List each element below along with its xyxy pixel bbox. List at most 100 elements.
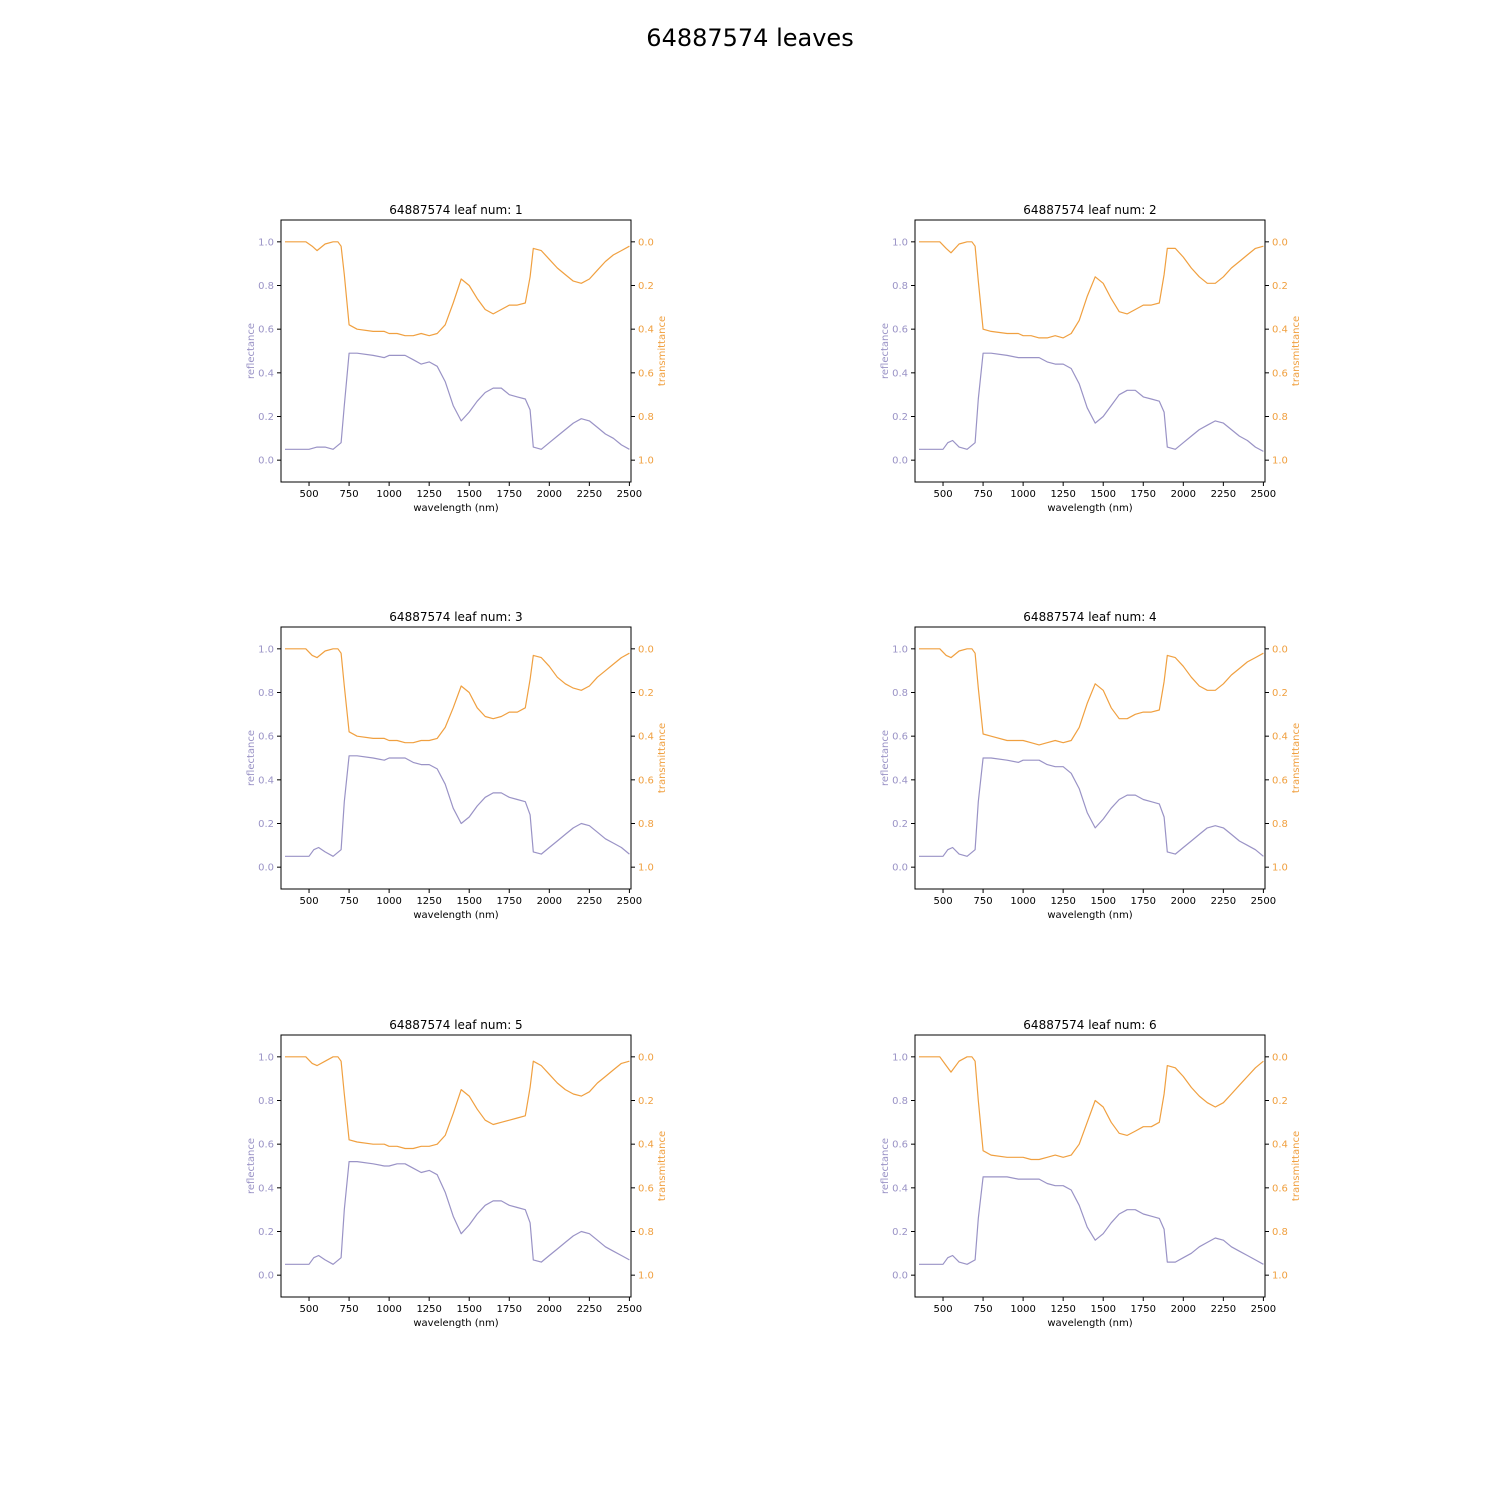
x-tick-label: 1250 bbox=[1050, 489, 1075, 500]
x-tick-label: 1750 bbox=[497, 896, 522, 907]
transmittance-line bbox=[285, 241, 630, 337]
y2-tick-label: 1.0 bbox=[1272, 456, 1288, 467]
x-tick-label: 750 bbox=[340, 896, 359, 907]
y2-tick-label: 0.6 bbox=[1272, 368, 1288, 379]
y2-tick-label: 0.4 bbox=[1272, 325, 1288, 336]
transmittance-line bbox=[285, 1056, 630, 1150]
y-tick-label: 0.8 bbox=[892, 688, 908, 699]
x-tick-label: 2000 bbox=[537, 1304, 562, 1315]
y-tick-label: 0.6 bbox=[892, 325, 908, 336]
subplot-1: 500 750 1000 1250 1500 1750 2000 2250 2500 0.0 0.2… bbox=[246, 203, 668, 514]
plot-frame bbox=[914, 1034, 1266, 1298]
y-tick-label: 0.2 bbox=[892, 1227, 908, 1238]
x-tick-label: 2500 bbox=[617, 489, 642, 500]
x-tick-label: 1000 bbox=[1010, 1304, 1035, 1315]
x-tick-label: 2500 bbox=[617, 1304, 642, 1315]
x-axis-label: wavelength (nm) bbox=[413, 503, 498, 514]
reflectance-line bbox=[285, 352, 630, 450]
y-tick-label: 1.0 bbox=[892, 1052, 908, 1063]
y2-tick-label: 1.0 bbox=[638, 456, 654, 467]
y-tick-label: 0.6 bbox=[892, 1140, 908, 1151]
y2-tick-label: 1.0 bbox=[1272, 1271, 1288, 1282]
x-tick-label: 2000 bbox=[537, 489, 562, 500]
y-tick-label: 0.2 bbox=[258, 819, 274, 830]
plot-frame bbox=[914, 626, 1266, 890]
x-tick-label: 1500 bbox=[1090, 489, 1115, 500]
y-axis-label: reflectance bbox=[880, 323, 891, 379]
subplot-title: 64887574 leaf num: 3 bbox=[389, 610, 522, 624]
y-axis-label: reflectance bbox=[246, 730, 257, 786]
transmittance-line bbox=[285, 648, 630, 744]
y-tick-label: 0.8 bbox=[892, 1096, 908, 1107]
reflectance-line bbox=[919, 1176, 1264, 1265]
y2-tick-label: 0.4 bbox=[638, 1140, 654, 1151]
x-tick-label: 1250 bbox=[416, 489, 441, 500]
x-tick-label: 2250 bbox=[577, 1304, 602, 1315]
y2-tick-label: 0.2 bbox=[1272, 688, 1288, 699]
x-tick-label: 750 bbox=[340, 489, 359, 500]
x-tick-label: 2000 bbox=[1171, 489, 1196, 500]
y2-tick-label: 0.4 bbox=[638, 325, 654, 336]
x-tick-label: 2250 bbox=[1211, 896, 1236, 907]
x-tick-label: 1500 bbox=[456, 489, 481, 500]
y2-axis-label: transmittance bbox=[1291, 316, 1302, 386]
y-tick-label: 1.0 bbox=[258, 644, 274, 655]
y-tick-label: 0.2 bbox=[258, 1227, 274, 1238]
x-tick-label: 1750 bbox=[497, 489, 522, 500]
y2-tick-label: 1.0 bbox=[1272, 863, 1288, 874]
x-axis-label: wavelength (nm) bbox=[413, 910, 498, 921]
x-tick-label: 2250 bbox=[1211, 1304, 1236, 1315]
y2-tick-label: 0.8 bbox=[638, 819, 654, 830]
x-tick-label: 1500 bbox=[1090, 896, 1115, 907]
subplot-title: 64887574 leaf num: 6 bbox=[1023, 1018, 1156, 1032]
reflectance-line bbox=[285, 1161, 630, 1265]
y2-tick-label: 0.6 bbox=[638, 775, 654, 786]
x-tick-label: 1750 bbox=[1131, 896, 1156, 907]
y-tick-label: 0.8 bbox=[258, 688, 274, 699]
y2-tick-label: 0.6 bbox=[1272, 1183, 1288, 1194]
x-tick-label: 1250 bbox=[1050, 1304, 1075, 1315]
x-tick-label: 500 bbox=[299, 896, 318, 907]
y2-tick-label: 0.8 bbox=[1272, 412, 1288, 423]
y-tick-label: 0.2 bbox=[892, 412, 908, 423]
y2-axis-label: transmittance bbox=[657, 316, 668, 386]
y2-tick-label: 1.0 bbox=[638, 1271, 654, 1282]
transmittance-line bbox=[919, 241, 1264, 339]
y-tick-label: 0.6 bbox=[258, 1140, 274, 1151]
y-axis-label: reflectance bbox=[880, 730, 891, 786]
y2-tick-label: 0.6 bbox=[638, 1183, 654, 1194]
x-axis-label: wavelength (nm) bbox=[1047, 503, 1132, 514]
y-tick-label: 0.4 bbox=[258, 368, 274, 379]
x-tick-label: 750 bbox=[974, 489, 993, 500]
y2-axis-label: transmittance bbox=[657, 1131, 668, 1201]
x-tick-label: 500 bbox=[933, 1304, 952, 1315]
y-tick-label: 0.0 bbox=[258, 1271, 274, 1282]
y2-tick-label: 0.4 bbox=[1272, 732, 1288, 743]
subplot-2: 500 750 1000 1250 1500 1750 2000 2250 2500 0.0 0.2… bbox=[880, 203, 1302, 514]
x-tick-label: 2000 bbox=[537, 896, 562, 907]
y-tick-label: 1.0 bbox=[258, 237, 274, 248]
y2-tick-label: 0.0 bbox=[1272, 237, 1288, 248]
y-tick-label: 0.4 bbox=[892, 368, 908, 379]
x-tick-label: 1250 bbox=[416, 1304, 441, 1315]
subplot-5: 500 750 1000 1250 1500 1750 2000 2250 2500 0.0 0.2… bbox=[246, 1018, 668, 1329]
y-tick-label: 0.2 bbox=[258, 412, 274, 423]
y2-tick-label: 0.0 bbox=[1272, 1052, 1288, 1063]
x-tick-label: 1750 bbox=[497, 1304, 522, 1315]
y-tick-label: 0.6 bbox=[892, 732, 908, 743]
x-tick-label: 2500 bbox=[1251, 489, 1276, 500]
subplot-title: 64887574 leaf num: 2 bbox=[1023, 203, 1156, 217]
x-tick-label: 2500 bbox=[1251, 1304, 1276, 1315]
plot-frame bbox=[280, 219, 632, 483]
y2-tick-label: 1.0 bbox=[638, 863, 654, 874]
plot-frame bbox=[280, 626, 632, 890]
subplot-title: 64887574 leaf num: 4 bbox=[1023, 610, 1156, 624]
reflectance-line bbox=[285, 755, 630, 857]
x-axis-label: wavelength (nm) bbox=[413, 1318, 498, 1329]
plot-frame bbox=[914, 219, 1266, 483]
y-tick-label: 0.4 bbox=[892, 775, 908, 786]
y-tick-label: 0.6 bbox=[258, 732, 274, 743]
x-tick-label: 1250 bbox=[1050, 896, 1075, 907]
figure-title: 64887574 leaves bbox=[646, 24, 854, 52]
y-tick-label: 0.8 bbox=[892, 281, 908, 292]
